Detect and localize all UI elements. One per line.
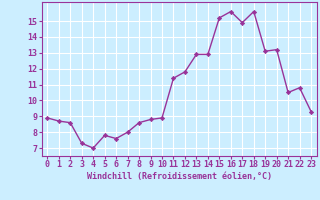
X-axis label: Windchill (Refroidissement éolien,°C): Windchill (Refroidissement éolien,°C) <box>87 172 272 181</box>
